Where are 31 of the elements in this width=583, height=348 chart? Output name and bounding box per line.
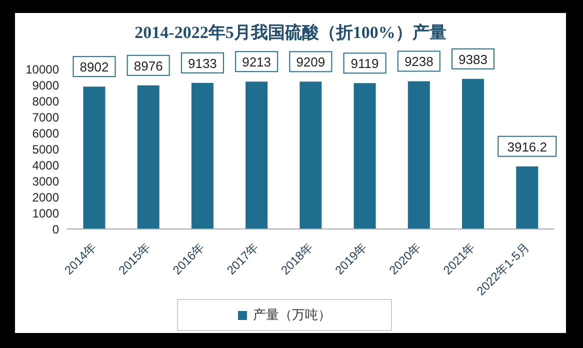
y-tick-label: 9000 [32, 78, 60, 92]
y-tick-label: 5000 [32, 142, 60, 156]
y-tick-label: 10000 [26, 62, 60, 76]
data-label: 9238 [404, 54, 434, 70]
y-tick-label: 4000 [32, 158, 60, 172]
chart-title: 2014-2022年5月我国硫酸（折100%）产量 [134, 22, 448, 43]
bar [246, 82, 268, 229]
bar [300, 82, 322, 229]
y-tick-label: 8000 [32, 94, 60, 108]
data-label: 9209 [296, 54, 326, 70]
bar [408, 81, 430, 229]
data-label: 8902 [80, 60, 109, 75]
data-label: 3916.2 [507, 139, 548, 154]
y-tick-label: 1000 [32, 206, 60, 220]
data-label: 9133 [188, 56, 217, 71]
data-label: 9119 [350, 56, 379, 72]
legend-label: 产量（万吨） [252, 306, 331, 324]
bar [191, 82, 214, 229]
bar [462, 78, 484, 229]
bar [137, 85, 160, 229]
data-label: 8976 [134, 58, 163, 74]
data-label: 9213 [242, 54, 272, 70]
y-tick-label: 6000 [32, 126, 60, 140]
y-tick-label: 0 [52, 222, 60, 236]
bar [354, 83, 376, 229]
y-tick-label: 2000 [32, 190, 60, 204]
bar [83, 86, 106, 229]
y-tick-label: 7000 [32, 110, 60, 124]
bar [516, 166, 538, 229]
y-tick-label: 3000 [32, 174, 60, 188]
data-label: 9383 [458, 52, 488, 67]
